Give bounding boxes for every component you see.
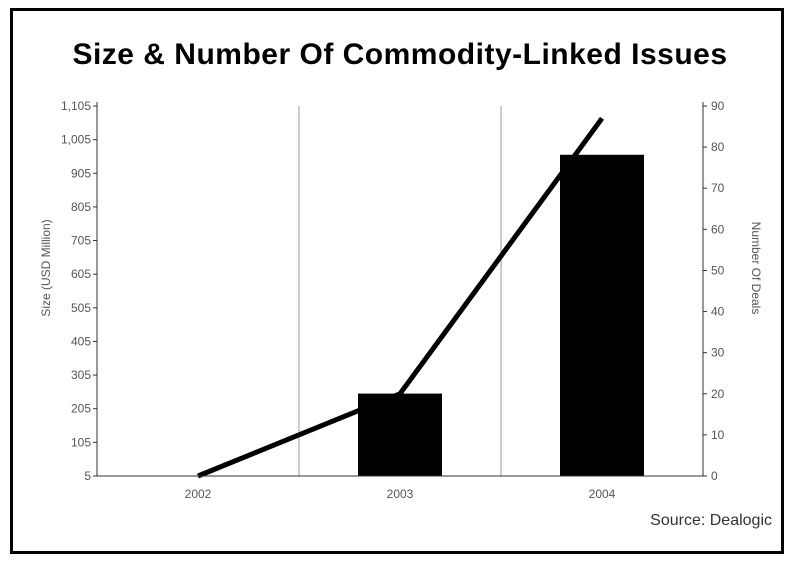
right-axis-label: Number Of Deals — [749, 222, 763, 315]
x-tick-labels: 2002 2003 2004 — [185, 487, 616, 501]
left-tick-label: 105 — [71, 435, 91, 449]
deals-line-path — [197, 116, 605, 479]
gridlines — [298, 106, 502, 476]
left-tick-label: 605 — [71, 267, 91, 281]
right-tick-label: 70 — [711, 181, 725, 195]
right-tick-label: 20 — [711, 387, 725, 401]
right-tick-label: 60 — [711, 222, 725, 236]
right-tick-labels: 0 10 20 30 40 50 60 70 80 90 — [703, 99, 725, 483]
bars — [358, 154, 644, 477]
bar — [560, 154, 644, 477]
x-tick-label: 2003 — [387, 487, 414, 501]
left-tick-label: 505 — [71, 301, 91, 315]
left-tick-label: 905 — [71, 166, 91, 180]
axes — [96, 102, 704, 477]
x-tick-label: 2002 — [185, 487, 212, 501]
left-tick-label: 5 — [84, 469, 91, 483]
left-tick-label: 1,105 — [61, 99, 91, 113]
right-tick-label: 50 — [711, 263, 725, 277]
source-note: Source: Dealogic — [650, 512, 772, 529]
left-axis-label: Size (USD Million) — [39, 219, 53, 316]
right-tick-label: 90 — [711, 99, 725, 113]
left-tick-label: 705 — [71, 234, 91, 248]
left-tick-label: 305 — [71, 368, 91, 382]
chart-title: Size & Number Of Commodity-Linked Issues — [72, 38, 728, 71]
right-tick-label: 40 — [711, 305, 725, 319]
left-tick-label: 1,005 — [61, 133, 91, 147]
left-tick-label: 405 — [71, 334, 91, 348]
x-tick-label: 2004 — [589, 487, 616, 501]
right-tick-label: 10 — [711, 428, 725, 442]
deals-line — [197, 116, 605, 479]
left-tick-label: 205 — [71, 402, 91, 416]
left-tick-label: 805 — [71, 200, 91, 214]
right-tick-label: 30 — [711, 346, 725, 360]
right-tick-label: 80 — [711, 140, 725, 154]
left-tick-labels: 5 105 205 305 405 505 605 705 805 905 1,005 1,105 — [61, 99, 97, 483]
right-tick-label: 0 — [711, 469, 718, 483]
